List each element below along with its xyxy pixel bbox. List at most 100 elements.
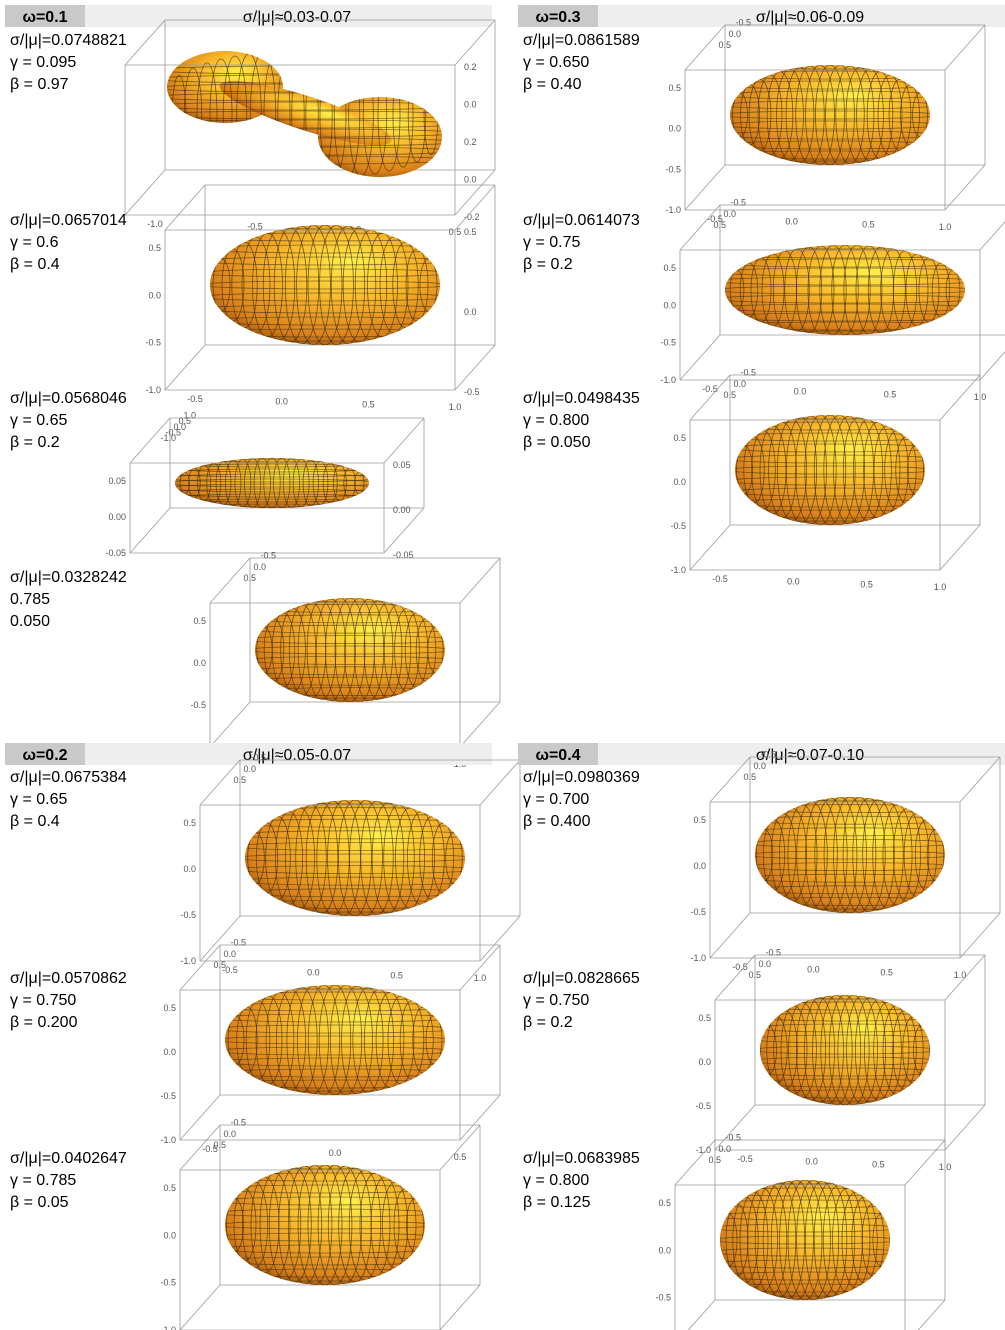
param-line: β = 0.050 xyxy=(523,434,591,451)
axis-tick-label: -1.0 xyxy=(180,956,196,966)
body xyxy=(210,225,440,345)
box-edge xyxy=(680,335,720,380)
axis-tick-label: 0.0 xyxy=(785,217,798,227)
axis-tick-label: -0.5 xyxy=(160,1278,176,1288)
param-line: β = 0.4 xyxy=(10,813,60,830)
param-line: σ/|μ|=0.0614073 xyxy=(523,212,640,229)
axis-tick-label: -0.5 xyxy=(180,910,196,920)
param-line: γ = 0.650 xyxy=(523,54,589,71)
axis-tick-label: -0.5 xyxy=(250,753,266,763)
param-line: β = 0.2 xyxy=(523,1014,573,1031)
axis-tick-label: -0.5 xyxy=(187,394,203,404)
axis-tick-label: 0.0 xyxy=(658,1245,671,1255)
axis-tick-label: 0.05 xyxy=(108,476,126,486)
axis-tick-label: -1.0 xyxy=(690,953,706,963)
axis-tick-label: 0.0 xyxy=(805,1157,818,1167)
axis-tick-label: 0.0 xyxy=(148,290,161,300)
box-edge xyxy=(165,345,205,390)
axis-tick-label: 0.5 xyxy=(673,433,686,443)
panel: σ/|μ|=0.0570862γ = 0.750β = 0.2000.50.0-… xyxy=(10,938,500,1163)
axis-tick-label: 0.5 xyxy=(743,772,756,782)
section: ω=0.1σ/|μ|≈0.03-0.07σ/|μ|=0.0748821γ = 0… xyxy=(5,5,500,769)
axis-tick-label: 0.0 xyxy=(253,562,266,572)
panel: σ/|μ|=0.03282420.7850.0500.50.0-0.50.50.… xyxy=(10,551,500,770)
surface xyxy=(234,796,476,920)
axis-tick-label: 0.00 xyxy=(108,512,126,522)
param-line: σ/|μ|=0.0570862 xyxy=(10,970,127,987)
axis-tick-label: 0.0 xyxy=(223,949,236,959)
axis-tick-label: -1.0 xyxy=(160,1135,176,1145)
box-edge xyxy=(455,345,495,390)
axis-tick-label: 0.0 xyxy=(464,307,477,317)
axis-tick-label: 1.0 xyxy=(183,411,196,421)
body xyxy=(225,1165,425,1285)
axis-tick-label: 0.5 xyxy=(183,818,196,828)
axis-tick-label: 0.5 xyxy=(884,389,897,399)
axis-tick-label: 0.5 xyxy=(693,815,706,825)
axis-tick-label: 0.5 xyxy=(663,263,676,273)
axis-tick-label: 0.5 xyxy=(723,390,736,400)
axis-tick-label: -0.5 xyxy=(695,1101,711,1111)
axis-tick-label: 0.0 xyxy=(329,1148,342,1158)
panel: σ/|μ|=0.0675384γ = 0.65β = 0.40.50.0-0.5… xyxy=(10,753,520,984)
surface xyxy=(199,221,452,349)
body xyxy=(760,995,930,1105)
param-line: 0.785 xyxy=(10,591,50,608)
axis-tick-label: -0.5 xyxy=(735,18,751,28)
box-edge xyxy=(210,702,250,747)
axis-tick-label: 0.0 xyxy=(733,379,746,389)
surface xyxy=(214,981,456,1099)
figure: ω=0.1σ/|μ|≈0.03-0.07σ/|μ|=0.0748821γ = 0… xyxy=(0,0,1005,1330)
box-edge xyxy=(905,1300,945,1330)
box-edge xyxy=(685,165,725,210)
axis-tick-label: 1.0 xyxy=(474,973,487,983)
box-edge xyxy=(945,1105,985,1150)
box-edge xyxy=(165,185,205,230)
box-edge xyxy=(180,1095,220,1140)
axis-tick-label: 0.0 xyxy=(163,1230,176,1240)
axis-tick-label: -0.5 xyxy=(230,938,246,948)
axis-tick-label: -0.5 xyxy=(730,198,746,208)
axis-tick-label: 0.5 xyxy=(862,219,875,229)
axis-tick-label: 0.5 xyxy=(718,40,731,50)
box-edge xyxy=(945,165,985,210)
axis-tick-label: -0.5 xyxy=(230,1118,246,1128)
box-edge xyxy=(384,418,424,463)
section: ω=0.4σ/|μ|≈0.07-0.10σ/|μ|=0.0980369γ = 0… xyxy=(518,743,1005,1330)
range-label: σ/|μ|≈0.06-0.09 xyxy=(756,9,864,26)
axis-tick-label: 0.0 xyxy=(718,1144,731,1154)
param-line: β = 0.125 xyxy=(523,1194,591,1211)
axis-tick-label: 0.5 xyxy=(872,1159,885,1169)
axis-tick-label: 1.0 xyxy=(934,582,947,592)
axis-tick-label: 0.00 xyxy=(393,505,411,515)
box-edge xyxy=(980,335,1005,380)
box-edge xyxy=(180,1285,220,1330)
axis-tick-label: -1.0 xyxy=(145,385,161,395)
axis-tick-label: -0.5 xyxy=(760,750,776,760)
axis-tick-label: 0.0 xyxy=(673,477,686,487)
surface xyxy=(726,411,935,529)
param-line: β = 0.40 xyxy=(523,76,582,93)
param-line: σ/|μ|=0.0568046 xyxy=(10,390,127,407)
axis-tick-label: -0.5 xyxy=(660,338,676,348)
axis-tick-label: -0.05 xyxy=(105,548,126,558)
axis-tick-label: 0.5 xyxy=(668,83,681,93)
surface xyxy=(713,241,977,339)
param-line: σ/|μ|=0.0980369 xyxy=(523,769,640,786)
axis-tick-label: -1.0 xyxy=(660,375,676,385)
axis-tick-label: -0.5 xyxy=(725,1133,741,1143)
axis-tick-label: -0.5 xyxy=(737,1154,753,1164)
panel: σ/|μ|=0.0402647γ = 0.785β = 0.050.50.0-0… xyxy=(10,1118,480,1330)
panel: σ/|μ|=0.0861589γ = 0.650β = 0.400.50.0-0… xyxy=(523,18,985,233)
axis-tick-label: 0.2 xyxy=(464,137,477,147)
param-line: β = 0.400 xyxy=(523,813,591,830)
param-line: γ = 0.785 xyxy=(10,1172,76,1189)
panel: σ/|μ|=0.0568046γ = 0.65β = 0.2-1.0-0.50.… xyxy=(10,390,424,560)
axis-tick-label: 0.0 xyxy=(183,864,196,874)
param-line: σ/|μ|=0.0402647 xyxy=(10,1150,127,1167)
axis-tick-label: -0.5 xyxy=(655,1293,671,1303)
axis-tick-label: 0.5 xyxy=(748,970,761,980)
body xyxy=(725,245,965,335)
axis-tick-label: -0.5 xyxy=(740,368,756,378)
